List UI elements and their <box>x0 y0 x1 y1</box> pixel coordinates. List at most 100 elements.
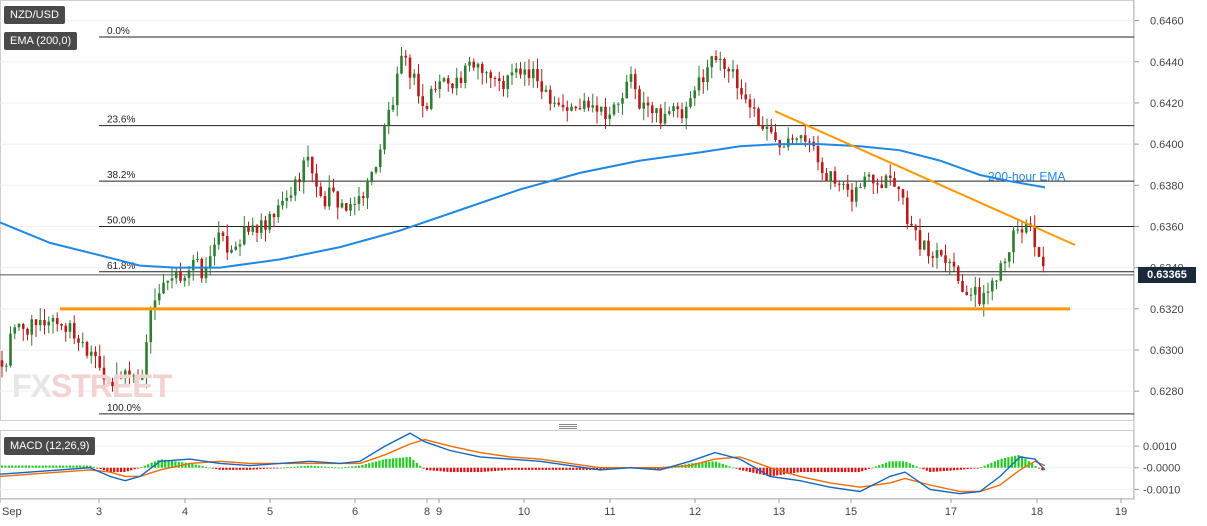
macd-histogram-bar <box>881 463 884 468</box>
candle-body <box>485 72 488 74</box>
macd-histogram-bar <box>170 460 174 468</box>
candle-body <box>183 277 187 281</box>
candle-body <box>412 73 416 78</box>
macd-histogram-bar <box>510 467 514 470</box>
macd-histogram-bar <box>136 467 140 469</box>
macd-histogram-bar <box>1024 458 1027 468</box>
macd-histogram-bar <box>459 467 463 473</box>
candle-body <box>693 90 697 99</box>
x-tick-label: Sep <box>2 506 22 518</box>
macd-histogram-bar <box>735 467 738 469</box>
macd-histogram-bar <box>660 467 663 470</box>
candle-body <box>374 167 378 173</box>
candle-body <box>149 308 153 343</box>
macd-histogram-bar <box>514 467 517 470</box>
macd-histogram-bar <box>266 467 269 469</box>
candle-body <box>689 98 692 107</box>
macd-histogram-bar <box>925 467 928 471</box>
candle-body <box>791 138 794 140</box>
macd-histogram-bar <box>541 467 544 470</box>
macd-histogram-bar <box>313 465 316 468</box>
macd-histogram-bar <box>412 459 415 468</box>
macd-y-tick-label: -0.0010 <box>1143 484 1180 496</box>
x-tick-label: 9 <box>436 506 442 518</box>
candle-body <box>332 187 335 192</box>
candle-body <box>480 63 484 73</box>
candle-body <box>999 263 1003 281</box>
macd-histogram-bar <box>738 467 741 470</box>
candle-body <box>455 77 459 89</box>
candle-body <box>421 96 425 106</box>
macd-histogram-bar <box>79 465 82 468</box>
candle-body <box>4 365 8 367</box>
macd-histogram-bar <box>915 466 918 468</box>
current-price-tag: 0.63365 <box>1138 266 1196 283</box>
candle-body <box>718 58 722 60</box>
candle-body <box>808 141 811 143</box>
macd-histogram-bar <box>405 457 408 468</box>
candle-body <box>544 89 548 92</box>
macd-histogram-bar <box>286 467 289 468</box>
candle-body <box>94 351 97 357</box>
candle-body <box>327 187 331 207</box>
macd-histogram-bar <box>34 465 38 468</box>
candle-body <box>255 225 259 233</box>
candle-body <box>21 323 25 329</box>
candle-body <box>531 68 535 79</box>
candle-body <box>744 94 748 100</box>
macd-histogram-bar <box>983 465 986 468</box>
panel-resize-handle[interactable] <box>559 424 577 430</box>
candle-body <box>884 175 888 188</box>
candle-body <box>922 240 926 250</box>
macd-histogram-bar <box>276 467 279 469</box>
macd-histogram-bar <box>582 467 585 470</box>
macd-histogram-bar <box>38 465 41 468</box>
candle-body <box>140 376 144 380</box>
macd-histogram-bar <box>551 467 554 470</box>
macd-histogram-bar <box>446 467 449 472</box>
candle-body <box>174 270 178 279</box>
candle-body <box>268 213 272 230</box>
macd-histogram-bar <box>453 467 456 473</box>
macd-histogram-bar <box>85 465 89 468</box>
candle-body <box>1003 261 1007 264</box>
macd-histogram-bar <box>279 467 282 469</box>
macd-histogram-bar <box>929 467 932 473</box>
macd-histogram-bar <box>177 461 180 468</box>
candle-body <box>502 81 505 90</box>
macd-histogram-bar <box>901 461 905 468</box>
x-tick-label: 12 <box>689 506 701 518</box>
macd-histogram-bar <box>429 467 432 471</box>
macd-histogram-bar <box>211 467 214 469</box>
macd-histogram-bar <box>432 467 435 471</box>
candle-body <box>72 323 76 339</box>
candle-body <box>765 126 769 129</box>
macd-histogram-bar <box>344 467 347 468</box>
candle-body <box>408 57 412 78</box>
macd-histogram-bar <box>381 459 384 468</box>
x-tick-label: 19 <box>1115 506 1127 518</box>
candle-body <box>655 108 658 114</box>
candle-body <box>1024 223 1028 233</box>
candle-body <box>64 325 68 332</box>
candle-body <box>1041 256 1045 267</box>
candle-body <box>230 249 233 253</box>
macd-histogram-bar <box>17 465 21 468</box>
candle-body <box>264 220 267 230</box>
macd-histogram-bar <box>442 467 446 472</box>
candle-body <box>842 183 845 185</box>
macd-histogram-bar <box>888 461 891 468</box>
macd-histogram-bar <box>208 467 211 469</box>
candle-body <box>918 230 922 250</box>
candle-body <box>242 226 246 245</box>
macd-histogram-bar <box>330 467 333 468</box>
macd-histogram-bar <box>531 467 534 470</box>
candle-body <box>769 126 773 133</box>
candle-body <box>829 171 833 182</box>
macd-histogram-bar <box>521 467 524 470</box>
candle-body <box>225 235 229 253</box>
macd-histogram-bar <box>262 467 265 469</box>
macd-histogram-bar <box>585 467 588 470</box>
macd-histogram-bar <box>402 457 405 468</box>
macd-histogram-bar <box>470 467 473 473</box>
